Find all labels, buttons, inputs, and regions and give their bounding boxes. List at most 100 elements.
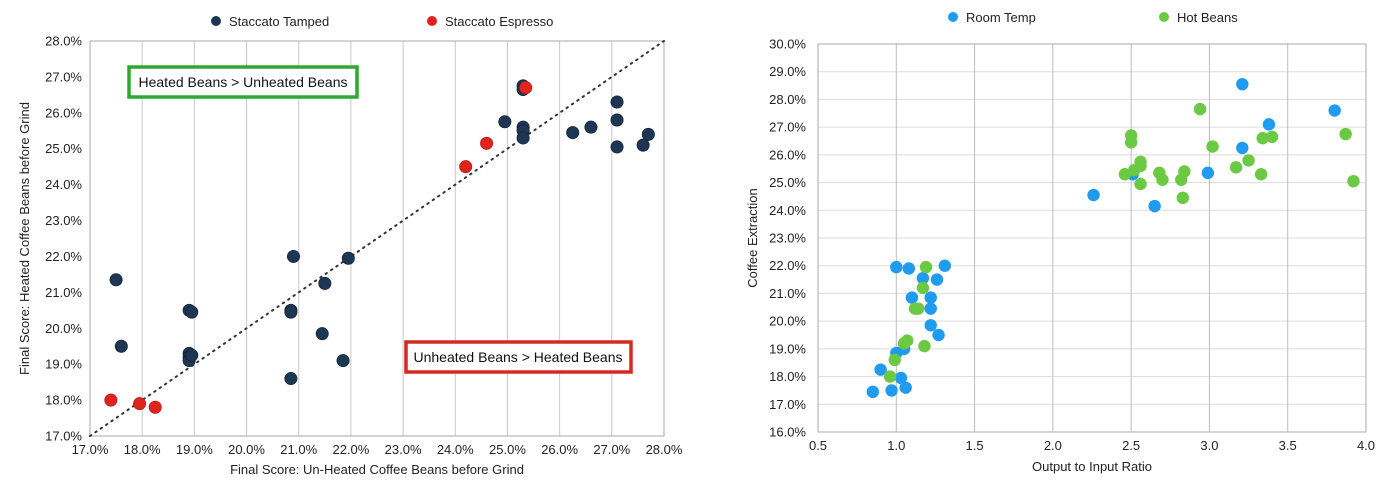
chart-1-y-tick-label: 21.0%: [45, 285, 82, 300]
staccato-tamped-point: [636, 138, 650, 152]
chart-2-x-tick-label: 3.5: [1279, 438, 1297, 453]
chart-2-y-tick-label: 16.0%: [769, 425, 806, 440]
hot-beans-point: [883, 370, 897, 383]
chart-2-x-tick-label: 1.0: [887, 438, 905, 453]
chart-1-x-axis-title: Final Score: Un-Heated Coffee Beans befo…: [230, 462, 524, 477]
room-temp-point: [1328, 104, 1341, 117]
chart-1-y-tick-label: 25.0%: [45, 141, 82, 156]
hot-beans-point: [912, 302, 925, 315]
chart-1-y-tick-label: 17.0%: [45, 429, 82, 444]
chart-2-legend: Room Temp Hot Beans: [948, 10, 1238, 25]
staccato-espresso-point: [519, 81, 533, 95]
chart-1-y-tick-label: 20.0%: [45, 321, 82, 336]
chart-2-y-tick-label: 22.0%: [769, 258, 806, 273]
annotation-box-heated-greater: [127, 65, 359, 99]
chart-2-y-tick-label: 28.0%: [769, 92, 806, 107]
chart-1-plot-frame: [89, 40, 665, 437]
chart-1-y-tick-label: 19.0%: [45, 357, 82, 372]
chart-2-y-tick-label: 29.0%: [769, 64, 806, 79]
hot-beans-point: [1178, 165, 1191, 178]
chart-1-x-tick-label: 26.0%: [541, 442, 578, 457]
hot-beans-point: [1347, 174, 1360, 188]
room-temp-point: [924, 291, 937, 304]
annotation-unheated-greater: Unheated Beans > Heated Beans: [414, 349, 623, 365]
chart-2-y-tick-label: 23.0%: [769, 231, 806, 246]
room-temp-point: [924, 319, 937, 332]
staccato-tamped-point: [641, 127, 655, 141]
chart-2-y-tick-label: 26.0%: [769, 147, 806, 162]
hot-beans-point: [1134, 155, 1147, 168]
hot-beans-point: [916, 281, 930, 295]
chart-1-heated-vs-unheated: 17.0% 18.0% 19.0% 20.0% 21.0% 22.0% 23.0% 24.0%…: [17, 14, 683, 477]
annotation-box-unheated-greater: [404, 340, 633, 374]
hot-beans-point: [901, 334, 914, 347]
chart-1-diagonal-reference-line: [89, 40, 665, 437]
staccato-tamped-point: [284, 305, 298, 319]
room-temp-point: [885, 384, 898, 397]
annotation-heated-greater: Heated Beans > Unheated Beans: [139, 74, 348, 90]
staccato-tamped-point: [566, 126, 580, 140]
staccato-tamped-point: [287, 249, 301, 263]
chart-1-data-points: [104, 79, 655, 414]
staccato-espresso-point: [104, 393, 118, 407]
chart-2-x-tick-label: 3.0: [1200, 438, 1218, 453]
legend-marker-hot-beans: [1159, 12, 1169, 22]
chart-2-x-tick-labels: 0.5 1.0 1.5 2.0 2.5 3.0 3.5 4.0: [809, 438, 1375, 453]
staccato-tamped-point: [114, 339, 128, 353]
chart-1-x-tick-label: 18.0%: [124, 442, 161, 457]
chart-1-gridlines: [141, 41, 613, 436]
chart-2-y-tick-labels: 16.0% 17.0% 18.0% 19.0% 20.0% 21.0% 22.0% 23.0%…: [769, 37, 806, 440]
legend-label-staccato-espresso: Staccato Espresso: [445, 14, 553, 29]
chart-1-y-tick-label: 24.0%: [45, 177, 82, 192]
hot-beans-point: [1256, 132, 1269, 145]
staccato-tamped-point: [336, 354, 350, 368]
hot-beans-point: [1124, 136, 1138, 149]
room-temp-point: [874, 363, 887, 376]
chart-1-y-tick-label: 23.0%: [45, 213, 82, 228]
room-temp-point: [1236, 141, 1249, 155]
staccato-tamped-point: [341, 251, 355, 265]
chart-2-y-tick-label: 27.0%: [769, 120, 806, 135]
room-temp-point: [1087, 188, 1100, 202]
hot-beans-point: [1339, 127, 1352, 141]
chart-1-x-tick-label: 22.0%: [332, 442, 369, 457]
hot-beans-point: [1176, 191, 1190, 205]
legend-label-hot-beans: Hot Beans: [1177, 10, 1238, 25]
chart-2-x-tick-label: 0.5: [809, 438, 827, 453]
room-temp-point: [1201, 166, 1215, 180]
chart-1-x-tick-label: 17.0%: [72, 442, 109, 457]
chart-1-x-tick-label: 23.0%: [385, 442, 422, 457]
chart-1-x-tick-label: 25.0%: [489, 442, 526, 457]
chart-2-x-tick-label: 1.5: [966, 438, 984, 453]
room-temp-point: [924, 302, 937, 315]
room-temp-point: [905, 291, 919, 304]
chart-1-y-axis-title: Final Score: Heated Coffee Beans before …: [17, 102, 32, 375]
staccato-tamped-point: [610, 95, 624, 109]
chart-2-extraction-vs-ratio: 0.5 1.0 1.5 2.0 2.5 3.0 3.5 4.0 16.0% 17.0% 18.0%…: [745, 10, 1375, 474]
staccato-tamped-point: [498, 115, 512, 129]
hot-beans-point: [1206, 140, 1219, 153]
hot-beans-point: [1118, 168, 1132, 181]
chart-1-x-tick-labels: 17.0% 18.0% 19.0% 20.0% 21.0% 22.0% 23.0% 24.0%…: [72, 442, 683, 457]
staccato-tamped-point: [610, 140, 624, 154]
room-temp-point: [1262, 118, 1276, 131]
hot-beans-point: [918, 339, 931, 353]
chart-1-x-tick-label: 20.0%: [228, 442, 265, 457]
hot-beans-point: [1265, 130, 1279, 144]
room-temp-point: [932, 328, 945, 342]
chart-2-x-tick-label: 2.0: [1044, 438, 1062, 453]
room-temp-point: [916, 271, 930, 285]
chart-1-y-tick-labels: 17.0% 18.0% 19.0% 20.0% 21.0% 22.0% 23.0% 24.0%…: [45, 34, 82, 444]
chart-1-y-tick-label: 26.0%: [45, 105, 82, 120]
hot-beans-point: [1229, 161, 1243, 174]
room-temp-point: [894, 371, 908, 385]
chart-2-y-tick-label: 24.0%: [769, 203, 806, 218]
chart-1-x-tick-label: 19.0%: [176, 442, 213, 457]
legend-label-room-temp: Room Temp: [966, 10, 1036, 25]
chart-1-y-tick-label: 18.0%: [45, 393, 82, 408]
chart-1-x-tick-label: 27.0%: [593, 442, 630, 457]
hot-beans-point: [1156, 173, 1169, 186]
chart-2-y-tick-label: 18.0%: [769, 369, 806, 384]
chart-1-y-tick-label: 27.0%: [45, 69, 82, 84]
